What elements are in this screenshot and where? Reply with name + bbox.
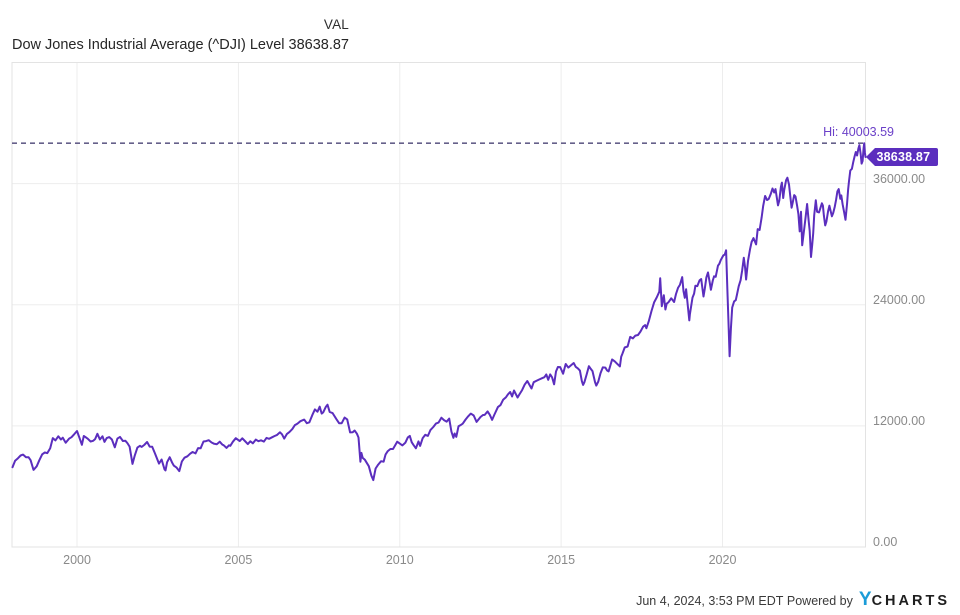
ycharts-logo-text: CHARTS [871, 593, 950, 609]
price-line [11, 142, 867, 482]
plot-border [11, 62, 866, 548]
series-last-value: 38638.87 [288, 37, 349, 53]
badge-arrow-icon [865, 147, 875, 166]
x-tick-label: 2015 [547, 553, 576, 567]
value-column-header: VAL [323, 17, 349, 32]
timestamp: Jun 4, 2024, 3:53 PM EDT [636, 594, 784, 608]
x-tick-label: 2005 [224, 553, 253, 567]
chart-footer: Jun 4, 2024, 3:53 PM EDT Powered by Y CH… [636, 590, 950, 609]
x-tick-label: 2000 [63, 553, 91, 567]
x-tick-label: 2010 [385, 553, 414, 567]
series-title: Dow Jones Industrial Average (^DJI) Leve… [12, 37, 285, 53]
y-tick-label: 0.00 [873, 535, 898, 549]
y-tick-label: 36000.00 [873, 171, 926, 186]
x-tick-label: 2020 [708, 553, 737, 567]
y-tick-label: 24000.00 [873, 292, 926, 307]
powered-by-label: Powered by [786, 594, 853, 608]
badge-value: 38638.87 [874, 147, 939, 166]
y-tick-label: 12000.00 [873, 413, 926, 428]
ycharts-logo[interactable]: Y CHARTS [859, 590, 950, 609]
high-annotation-label: Hi: 40003.59 [823, 125, 894, 140]
ycharts-logo-y-icon: Y [858, 589, 872, 610]
last-value-badge: 38638.87 [865, 147, 939, 166]
